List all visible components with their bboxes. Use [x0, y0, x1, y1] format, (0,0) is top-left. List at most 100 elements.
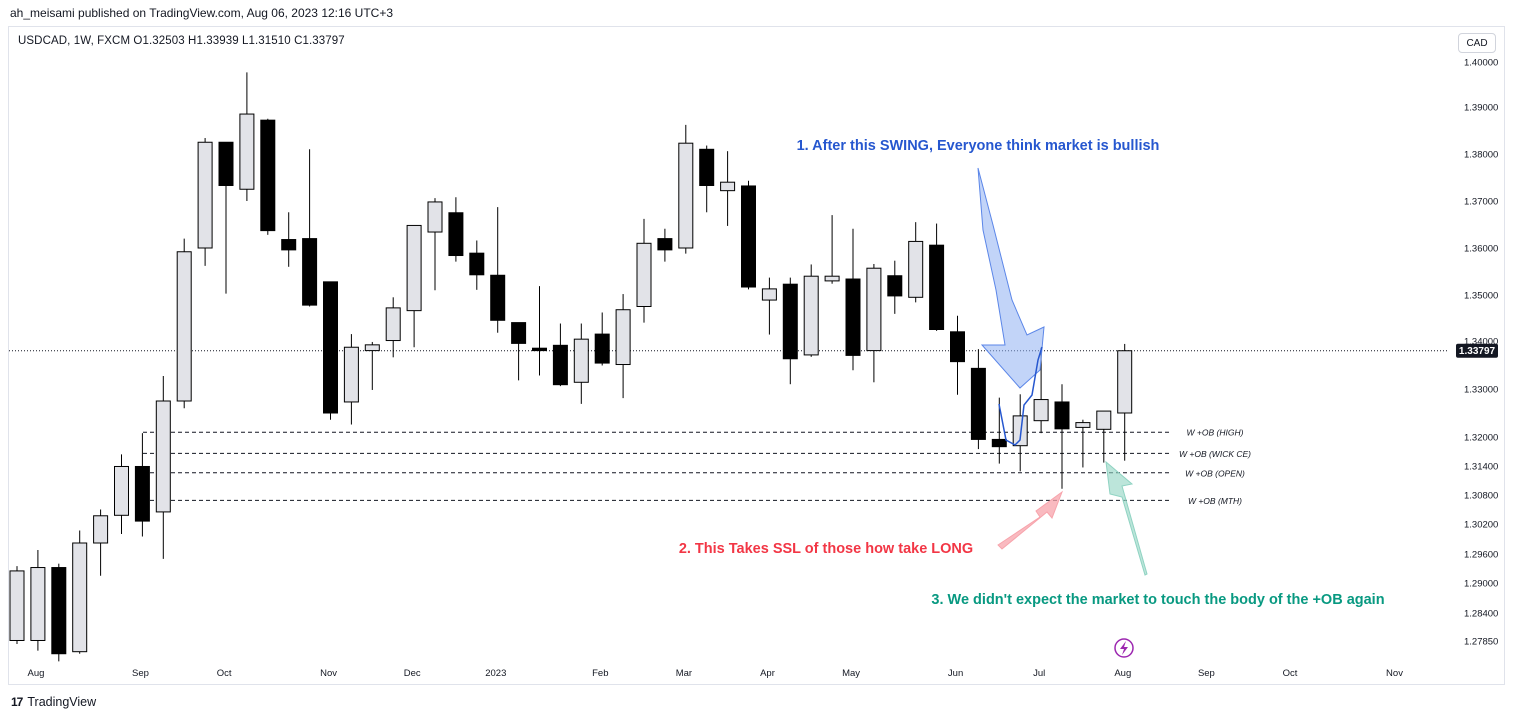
candle[interactable]	[72, 530, 88, 654]
candle-body	[1075, 422, 1091, 428]
candle-body	[741, 185, 756, 288]
candle[interactable]	[51, 563, 67, 662]
candle-body	[197, 141, 213, 249]
candle[interactable]	[803, 264, 819, 357]
candle-body	[970, 367, 986, 440]
candle-body	[114, 465, 129, 516]
candle-body	[887, 275, 903, 297]
candle[interactable]	[573, 323, 589, 404]
time-tick-label: Apr	[760, 668, 775, 679]
candle-body	[364, 344, 380, 352]
tradingview-footer: 17 TradingView	[11, 695, 96, 709]
blue-arrow-swing	[998, 346, 1043, 446]
candle[interactable]	[260, 118, 276, 235]
candle[interactable]	[448, 197, 464, 262]
candle[interactable]	[908, 222, 924, 303]
candle-body	[1096, 410, 1112, 430]
candle[interactable]	[511, 322, 527, 381]
candle[interactable]	[594, 312, 610, 366]
candle[interactable]	[782, 277, 798, 385]
price-tick-label: 1.37000	[1464, 197, 1498, 208]
candle-body	[782, 283, 798, 360]
candle-body	[657, 238, 673, 251]
candle[interactable]	[30, 550, 46, 651]
candle-body	[845, 278, 861, 356]
candle[interactable]	[114, 454, 129, 534]
candle[interactable]	[970, 349, 986, 450]
last-price-label: 1.33797	[1456, 343, 1498, 358]
candle[interactable]	[155, 376, 171, 559]
candle[interactable]	[678, 124, 694, 254]
time-tick-label: Sep	[132, 668, 149, 679]
candle[interactable]	[1096, 410, 1112, 463]
time-tick-label: Aug	[28, 668, 45, 679]
candle[interactable]	[950, 315, 965, 395]
candle[interactable]	[552, 323, 568, 387]
candle[interactable]	[1012, 394, 1028, 472]
candle[interactable]	[887, 260, 903, 314]
candle[interactable]	[323, 281, 338, 420]
candle[interactable]	[197, 138, 213, 266]
candle[interactable]	[302, 149, 318, 307]
candle[interactable]	[343, 334, 359, 425]
time-tick-label: Nov	[1386, 668, 1403, 679]
time-tick-label: Feb	[592, 668, 608, 679]
lightning-icon[interactable]	[1114, 638, 1134, 658]
candle[interactable]	[176, 238, 192, 409]
candle[interactable]	[929, 223, 945, 331]
candle[interactable]	[385, 297, 401, 358]
candle-body	[93, 515, 109, 544]
candle[interactable]	[845, 228, 861, 371]
candle-body	[281, 239, 297, 251]
candle[interactable]	[657, 228, 673, 262]
price-tick-label: 1.34000	[1464, 337, 1498, 348]
candle[interactable]	[9, 566, 25, 645]
candle-body	[991, 438, 1007, 448]
price-tick-label: 1.29600	[1464, 550, 1498, 561]
symbol-info[interactable]: USDCAD, 1W, FXCM O1.32503 H1.33939 L1.31…	[18, 35, 345, 47]
chart-frame[interactable]	[8, 26, 1505, 685]
candle-body	[908, 240, 924, 298]
publisher-line: ah_meisami published on TradingView.com,…	[10, 6, 394, 20]
candle[interactable]	[239, 72, 255, 201]
candle[interactable]	[761, 277, 777, 335]
candle[interactable]	[281, 212, 297, 267]
currency-button[interactable]: CAD	[1458, 33, 1496, 53]
candle[interactable]	[1075, 419, 1091, 468]
candle[interactable]	[218, 141, 234, 294]
candle-body	[866, 267, 882, 352]
time-tick-label: Oct	[217, 668, 232, 679]
annotation-2-text: 2. This Takes SSL of those how take LONG	[679, 541, 973, 557]
candle[interactable]	[1117, 343, 1133, 461]
candle-body	[302, 238, 318, 306]
ob-level-label: W +OB (HIGH)	[1187, 428, 1244, 438]
candle[interactable]	[427, 198, 443, 291]
price-tick-label: 1.38000	[1464, 150, 1498, 161]
candles	[9, 72, 1133, 662]
candle[interactable]	[615, 294, 631, 399]
candle-body	[678, 142, 694, 249]
candle[interactable]	[93, 509, 109, 576]
price-tick-label: 1.28400	[1464, 609, 1498, 620]
ob-level-label: W +OB (WICK CE)	[1179, 449, 1251, 459]
last-price-text: 1.33797	[1459, 346, 1496, 357]
candle[interactable]	[406, 224, 422, 348]
price-tick-label: 1.27850	[1464, 637, 1498, 648]
candle[interactable]	[134, 433, 150, 537]
candle[interactable]	[490, 207, 506, 333]
candle[interactable]	[699, 145, 715, 213]
candle[interactable]	[720, 151, 736, 226]
candle[interactable]	[741, 180, 756, 290]
candle-body	[803, 275, 819, 356]
ob-level-label: W +OB (MTH)	[1188, 496, 1242, 506]
price-tick-label: 1.35000	[1464, 291, 1498, 302]
candle[interactable]	[469, 240, 485, 290]
candle[interactable]	[364, 341, 380, 390]
candle-body	[343, 346, 359, 403]
candle[interactable]	[866, 263, 882, 383]
candle[interactable]	[532, 286, 547, 376]
candle[interactable]	[1054, 384, 1070, 489]
candle[interactable]	[824, 215, 840, 284]
candle[interactable]	[636, 218, 652, 323]
